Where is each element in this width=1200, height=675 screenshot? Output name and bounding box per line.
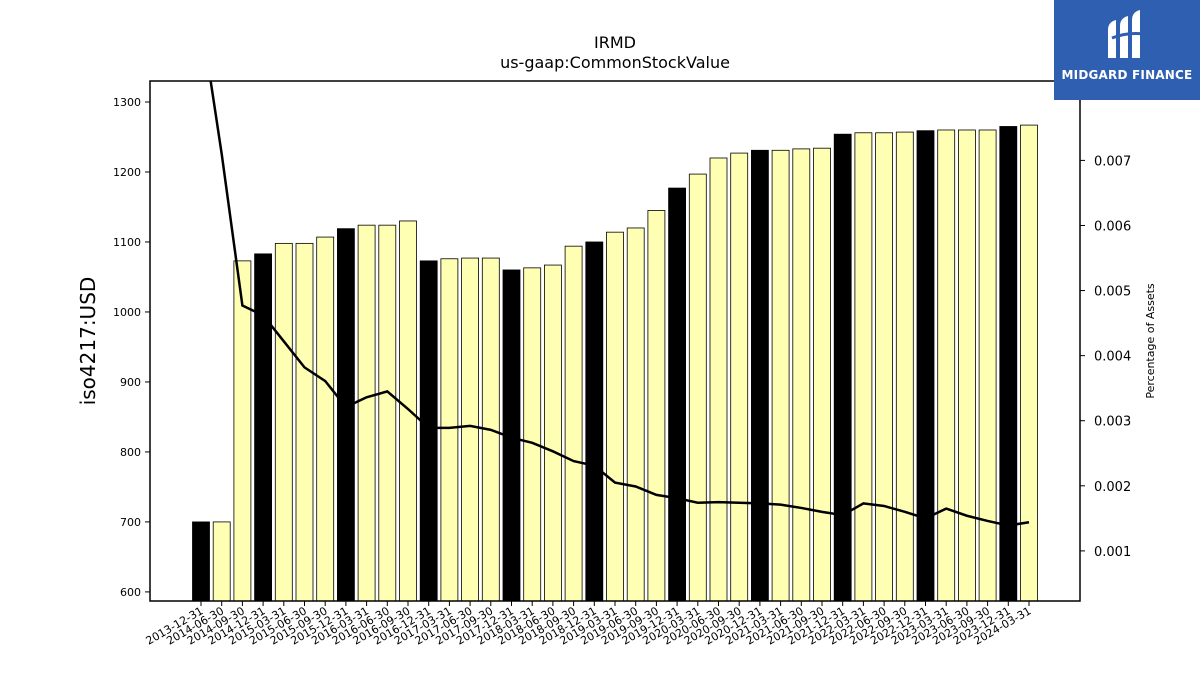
y-axis-label: iso4217:USD [76,277,100,406]
bar [895,131,914,602]
y-right-tick-label: 0.001 [1094,545,1131,560]
bar [336,228,355,602]
bar [585,241,604,602]
bar [316,236,335,602]
bar [254,253,273,602]
bar [937,129,956,602]
bar [461,257,480,602]
bar [274,242,293,602]
bar [771,149,790,602]
bar [668,187,686,602]
bar [688,173,707,602]
y-tick-label: 1000 [113,306,141,319]
bar [295,242,314,602]
bar [647,210,666,602]
y-right-tick-label: 0.007 [1094,154,1131,169]
bar [958,129,976,602]
series-line [209,81,1030,527]
bar [792,148,811,602]
bar [626,227,645,602]
y-tick-label: 1300 [113,96,141,109]
bar [564,245,583,602]
bar [999,126,1018,602]
y-tick-label: 600 [120,586,141,599]
x-axis: 2013-12-312014-06-302014-09-302014-12-31… [144,601,1034,648]
y-tick-label: 900 [120,376,141,389]
line-group [209,81,1030,527]
y-tick-label: 800 [120,446,141,459]
bar [709,157,728,602]
y-right-tick-label: 0.004 [1094,350,1131,365]
y-right-tick-label: 0.002 [1094,480,1131,495]
y-right-tick-label: 0.005 [1094,285,1131,300]
bar [357,224,376,602]
y-axis-left: 600 700 800 900 1000 1100 1200 1300 [113,96,150,599]
bar [833,133,852,602]
bar [854,132,873,602]
chart-subtitle: us-gaap:CommonStockValue [500,53,730,72]
bar [399,220,417,602]
y-axis-right-label: Percentage of Assets [1144,283,1157,399]
y-tick-label: 1200 [113,166,141,179]
bar [875,132,893,602]
bar [419,260,438,602]
logo-text: MIDGARD FINANCE [1061,68,1193,82]
bar [813,147,831,602]
y-tick-label: 700 [120,516,141,529]
bar [544,264,562,602]
bar [233,260,252,602]
midgard-logo-icon [1108,10,1145,58]
bar [916,130,935,602]
bar [751,149,769,602]
bar [1020,124,1038,602]
y-right-tick-label: 0.003 [1094,415,1131,430]
y-axis-right: 0.001 0.002 0.003 0.004 0.005 0.006 0.007 [1080,154,1131,560]
bar [212,521,231,602]
bar [440,258,459,602]
logo: MIDGARD FINANCE [1054,0,1200,100]
bar [192,521,210,602]
bar [730,152,749,602]
y-right-tick-label: 0.006 [1094,219,1131,234]
bar [606,231,624,602]
bar [523,267,542,602]
bar [978,129,997,602]
chart-title: IRMD [594,33,636,52]
bar [378,224,397,602]
bar-group [192,124,1038,602]
y-tick-label: 1100 [113,236,141,249]
